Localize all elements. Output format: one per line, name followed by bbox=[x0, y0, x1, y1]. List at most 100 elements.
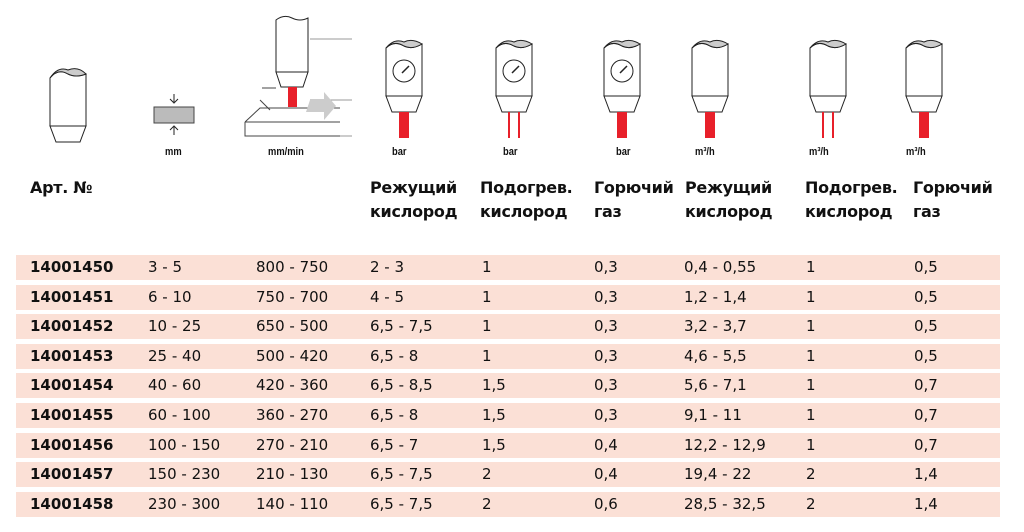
unit-label: m³/h bbox=[809, 146, 829, 158]
cutting-speed-icon bbox=[244, 15, 352, 137]
table-cell: 2 bbox=[482, 494, 492, 513]
table-cell: 6,5 - 7,5 bbox=[370, 465, 433, 484]
unit-label: mm bbox=[165, 146, 182, 158]
table-cell: 0,5 bbox=[914, 287, 938, 306]
table-cell: 0,3 bbox=[594, 376, 618, 395]
table-cell: 14001456 bbox=[30, 435, 114, 454]
table-cell: 1,2 - 1,4 bbox=[684, 287, 747, 306]
unit-label: bar bbox=[392, 146, 407, 158]
nozzle-2-icon bbox=[603, 39, 641, 138]
table-cell: 0,3 bbox=[594, 317, 618, 336]
column-header: Режущий кислород bbox=[370, 176, 458, 224]
column-header: Арт. № bbox=[30, 176, 93, 200]
table-row: 14001452 10 - 25 650 - 500 6,5 - 7,5 1 0,3 3,2… bbox=[16, 314, 1000, 340]
table-row: 14001454 40 - 60 420 - 360 6,5 - 8,5 1,5 0,3 5… bbox=[16, 373, 1000, 399]
table-cell: 3 - 5 bbox=[148, 258, 183, 276]
table-cell: 0,5 bbox=[914, 258, 938, 276]
table-cell: 6 - 10 bbox=[148, 287, 192, 306]
table-row: 14001458 230 - 300 140 - 110 6,5 - 7,5 2 0,6 2… bbox=[16, 491, 1000, 517]
table-cell: 1 bbox=[806, 317, 816, 336]
table-cell: 14001451 bbox=[30, 287, 114, 306]
header-line-1: Режущий bbox=[685, 178, 772, 197]
table-cell: 6,5 - 7 bbox=[370, 435, 419, 454]
table-cell: 14001452 bbox=[30, 317, 114, 336]
table-cell: 1,5 bbox=[482, 406, 506, 424]
header-line-2: газ bbox=[594, 202, 622, 221]
header-line-1: Горючий bbox=[594, 178, 674, 197]
table-cell: 270 - 210 bbox=[256, 435, 329, 454]
table-cell: 210 - 130 bbox=[256, 465, 329, 484]
unit-label: bar bbox=[616, 146, 631, 158]
header-line-2: кислород bbox=[685, 202, 773, 221]
table-cell: 1 bbox=[806, 258, 816, 276]
table-cell: 420 - 360 bbox=[256, 376, 329, 395]
table-cell: 0,4 - 0,55 bbox=[684, 258, 757, 276]
column-header: Подогрев. кислород bbox=[480, 176, 573, 224]
header-line-1: Подогрев. bbox=[480, 178, 573, 197]
table-cell: 14001458 bbox=[30, 494, 114, 513]
table-cell: 14001453 bbox=[30, 346, 114, 365]
table-cell: 4 - 5 bbox=[370, 287, 405, 306]
table-cell: 25 - 40 bbox=[148, 346, 202, 365]
table-cell: 0,5 bbox=[914, 346, 938, 365]
table-cell: 14001455 bbox=[30, 406, 114, 424]
table-cell: 360 - 270 bbox=[256, 406, 329, 424]
table-cell: 2 bbox=[806, 494, 816, 513]
table-cell: 0,7 bbox=[914, 376, 938, 395]
nozzle-5-icon bbox=[905, 39, 943, 138]
table-cell: 140 - 110 bbox=[256, 494, 329, 513]
table-cell: 1 bbox=[806, 406, 816, 424]
table-cell: 28,5 - 32,5 bbox=[684, 494, 766, 513]
table-cell: 0,3 bbox=[594, 258, 618, 276]
table-cell: 6,5 - 8,5 bbox=[370, 376, 433, 395]
header-line-1: Режущий bbox=[370, 178, 457, 197]
table-cell: 500 - 420 bbox=[256, 346, 329, 365]
table-cell: 9,1 - 11 bbox=[684, 406, 742, 424]
table-cell: 0,4 bbox=[594, 465, 618, 484]
table-cell: 0,7 bbox=[914, 406, 938, 424]
table-cell: 750 - 700 bbox=[256, 287, 329, 306]
column-header: Режущий кислород bbox=[685, 176, 773, 224]
table-cell: 12,2 - 12,9 bbox=[684, 435, 766, 454]
table-cell: 2 - 3 bbox=[370, 258, 405, 276]
table-cell: 1 bbox=[806, 346, 816, 365]
nozzle-4-icon bbox=[809, 39, 847, 138]
table-cell: 1 bbox=[806, 287, 816, 306]
table-cell: 1 bbox=[482, 258, 492, 276]
table-cell: 6,5 - 8 bbox=[370, 346, 419, 365]
table-cell: 0,3 bbox=[594, 406, 618, 424]
unit-label: mm/min bbox=[268, 146, 304, 158]
table-cell: 1,5 bbox=[482, 435, 506, 454]
table-cell: 3,2 - 3,7 bbox=[684, 317, 747, 336]
table-cell: 60 - 100 bbox=[148, 406, 211, 424]
table-cell: 0,7 bbox=[914, 435, 938, 454]
column-header: Горючий газ bbox=[594, 176, 674, 224]
table-cell: 40 - 60 bbox=[148, 376, 202, 395]
table-cell: 6,5 - 8 bbox=[370, 406, 419, 424]
table-cell: 1 bbox=[482, 346, 492, 365]
table-cell: 0,5 bbox=[914, 317, 938, 336]
table-row: 14001450 3 - 5 800 - 750 2 - 3 1 0,3 0,4 - 0,5… bbox=[16, 255, 1000, 280]
table-cell: 1 bbox=[806, 435, 816, 454]
table-cell: 6,5 - 7,5 bbox=[370, 317, 433, 336]
table-cell: 2 bbox=[482, 465, 492, 484]
nozzle-icon bbox=[49, 68, 87, 143]
header-line-2: кислород bbox=[370, 202, 458, 221]
table-cell: 6,5 - 7,5 bbox=[370, 494, 433, 513]
table-cell: 1,4 bbox=[914, 494, 938, 513]
table-cell: 14001450 bbox=[30, 258, 114, 276]
table-cell: 4,6 - 5,5 bbox=[684, 346, 747, 365]
nozzle-3-icon bbox=[691, 39, 729, 138]
table-cell: 5,6 - 7,1 bbox=[684, 376, 747, 395]
column-header: Горючий газ bbox=[913, 176, 993, 224]
thickness-icon bbox=[153, 94, 195, 135]
table-cell: 0,6 bbox=[594, 494, 618, 513]
unit-label: m³/h bbox=[906, 146, 926, 158]
table-cell: 14001457 bbox=[30, 465, 114, 484]
table-cell: 19,4 - 22 bbox=[684, 465, 752, 484]
header-line-1: Горючий bbox=[913, 178, 993, 197]
table-cell: 1,4 bbox=[914, 465, 938, 484]
header-line-1: Подогрев. bbox=[805, 178, 898, 197]
table-cell: 800 - 750 bbox=[256, 258, 329, 276]
